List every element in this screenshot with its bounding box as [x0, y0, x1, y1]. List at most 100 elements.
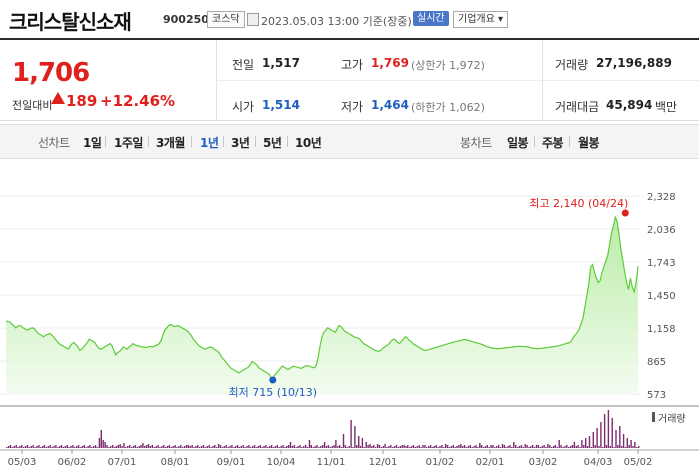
volume-bar: [397, 447, 400, 448]
tab-3m[interactable]: 3개월: [156, 136, 185, 150]
tab-1d[interactable]: 1일: [83, 136, 102, 150]
volume-bar: [172, 446, 174, 448]
volume-bar: [57, 447, 59, 448]
volume-bar: [36, 446, 38, 448]
volume-bar: [346, 447, 348, 448]
volume-bar: [331, 446, 333, 448]
tab-1w[interactable]: 1주일: [114, 136, 143, 150]
stock-name: 크리스탈신소재: [9, 10, 132, 34]
volume-bar: [170, 447, 172, 448]
volume-bar: [287, 445, 290, 448]
volume-bar: [197, 445, 199, 448]
volume-bar: [554, 445, 557, 448]
volume-bar: [501, 444, 504, 448]
tab-daily[interactable]: 일봉: [507, 136, 529, 150]
volume-bar: [388, 446, 390, 448]
volume-bar: [108, 447, 110, 448]
volume-bar: [47, 446, 49, 448]
low-marker: [269, 376, 277, 384]
high-annotation: 최고 2,140 (04/24): [529, 197, 628, 210]
stock-header: 크리스탈신소재 900250 코스닥 2023.05.03 13:00 기준(장…: [0, 0, 699, 40]
volume-bar: [454, 447, 456, 448]
volume-bar: [291, 446, 294, 448]
company-info-dropdown[interactable]: 기업개요 ▾: [453, 11, 508, 28]
volume-bar: [51, 447, 53, 448]
volume-bar: [592, 432, 594, 448]
volume-bar: [297, 446, 299, 448]
volume-bar: [83, 445, 85, 448]
volume-bar: [549, 445, 551, 448]
volume-bar: [490, 445, 492, 448]
volume-bar: [155, 446, 157, 448]
volume-bar: [168, 445, 171, 448]
low-value: 1,464: [371, 98, 409, 112]
upper-limit: (상한가 1,972): [411, 59, 485, 72]
volume-bar: [244, 447, 246, 448]
volume-bar: [191, 445, 193, 448]
volume-bar: [363, 447, 365, 448]
volume-bar: [539, 447, 541, 448]
volume-bar: [401, 445, 403, 448]
date-tick-label: 11/01: [317, 457, 346, 468]
volume-bar: [280, 446, 282, 448]
volume-bar: [458, 445, 460, 448]
volume-bar: [598, 446, 600, 448]
volume-bar: [19, 446, 21, 448]
volume-bar: [375, 447, 377, 448]
volume-bar: [142, 443, 144, 448]
volume-bar: [121, 446, 123, 448]
tab-separator: [191, 136, 192, 147]
volume-bar: [498, 445, 500, 448]
realtime-button[interactable]: 실시간: [413, 11, 449, 26]
date-tick-label: 02/01: [476, 457, 505, 468]
volume-bar: [225, 445, 227, 448]
volume-bar: [545, 447, 547, 448]
volume-bar: [74, 447, 76, 448]
volume-bar: [238, 447, 241, 448]
volume-bar: [460, 444, 462, 448]
stock-code: 900250: [163, 13, 209, 26]
tab-1y[interactable]: 1년: [200, 136, 219, 150]
volume-bar: [229, 446, 231, 448]
volume-bar: [98, 438, 101, 448]
volume-bar: [530, 446, 532, 448]
volume-bar: [270, 445, 273, 448]
tab-monthly[interactable]: 월봉: [578, 136, 600, 150]
volume-bar: [144, 446, 146, 448]
volume-bar: [7, 446, 10, 448]
price-tick-label: 1,158: [647, 324, 676, 335]
volume-bar: [518, 446, 521, 448]
tab-5y[interactable]: 5년: [263, 136, 282, 150]
volume-bar: [437, 447, 439, 448]
volume-bar: [630, 440, 632, 448]
date-tick-label: 09/01: [217, 457, 246, 468]
tab-3y[interactable]: 3년: [231, 136, 250, 150]
tab-10y[interactable]: 10년: [295, 136, 322, 150]
volume-bar: [513, 442, 515, 448]
volume-bar: [337, 446, 339, 448]
price-chart: 2,328 2,036 1,743 1,450 1,158 865 573 최고 2,140…: [0, 192, 699, 468]
volume-bar: [492, 445, 494, 448]
volume-bar: [395, 445, 398, 448]
tab-weekly[interactable]: 주봉: [542, 136, 564, 150]
volume-bar: [443, 447, 445, 448]
prev-close-label: 전일: [232, 58, 255, 72]
change-percent: +12.46%: [100, 92, 176, 110]
volume-bar: [617, 445, 619, 448]
volume-bar: [384, 444, 386, 448]
volume-bar: [350, 420, 352, 448]
volume-bar: [619, 426, 621, 448]
volume-bar: [543, 445, 545, 448]
volume-bar: [216, 447, 218, 448]
volume-bar: [9, 445, 12, 448]
volume-bar: [96, 447, 99, 448]
volume-bar: [265, 445, 267, 448]
volume-bar: [68, 447, 70, 448]
volume-bar: [316, 445, 318, 448]
volume-bar: [94, 445, 97, 448]
volume-bar: [358, 436, 360, 448]
volume-bar: [182, 447, 184, 448]
volume-bar: [11, 447, 14, 448]
volume-bar: [636, 447, 638, 448]
volume-bar: [248, 445, 250, 448]
